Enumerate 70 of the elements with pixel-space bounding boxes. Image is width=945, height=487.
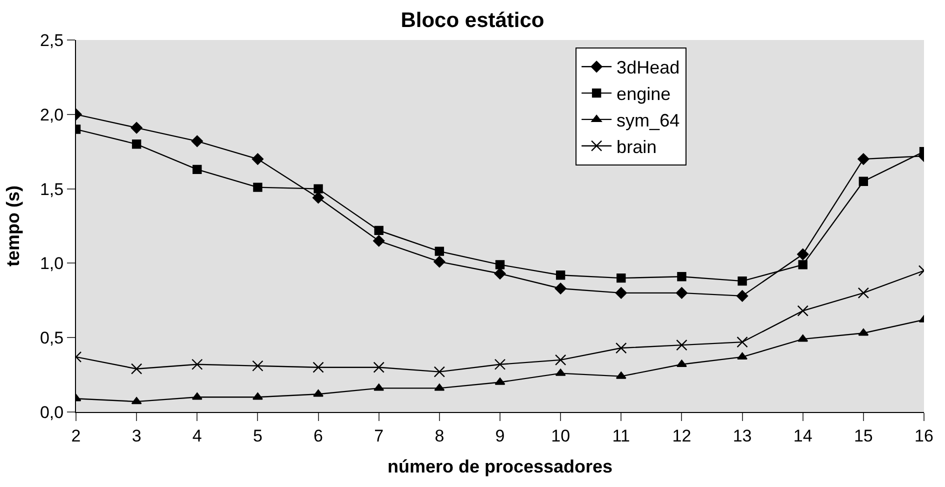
- point: [554, 354, 566, 366]
- y-tick-label: 2,5: [40, 30, 64, 50]
- point: [312, 192, 324, 204]
- point: [676, 339, 688, 351]
- point: [677, 272, 686, 282]
- y-tick-label: 1,5: [40, 180, 64, 199]
- point: [737, 352, 748, 360]
- point: [253, 182, 262, 192]
- point: [191, 135, 203, 147]
- legend-label: brain: [616, 136, 657, 157]
- y-tick-label: 1,0: [40, 254, 64, 274]
- point: [676, 287, 688, 299]
- x-tick-label: 4: [192, 426, 202, 446]
- point: [130, 363, 142, 374]
- point: [373, 362, 384, 373]
- point: [616, 273, 626, 283]
- point: [373, 235, 385, 247]
- x-tick-label: 3: [132, 426, 142, 446]
- x-tick-label: 12: [672, 426, 692, 446]
- point: [314, 184, 323, 194]
- x-tick-label: 7: [374, 426, 384, 446]
- point: [556, 270, 566, 280]
- point: [374, 226, 384, 236]
- point: [736, 290, 748, 302]
- point: [131, 396, 142, 404]
- point: [495, 260, 505, 270]
- point: [494, 268, 506, 280]
- x-tick-label: 9: [495, 426, 505, 446]
- point: [798, 334, 808, 342]
- point: [858, 176, 868, 186]
- point: [797, 248, 809, 260]
- point: [192, 164, 202, 174]
- x-tick-label: 11: [612, 426, 630, 446]
- legend-label: engine: [616, 84, 671, 104]
- point: [130, 122, 142, 134]
- legend-label: sym_64: [616, 110, 680, 130]
- point: [738, 276, 747, 286]
- point: [858, 287, 870, 299]
- x-tick-label: 2: [71, 426, 81, 446]
- legend-label: 3dHead: [616, 58, 680, 78]
- x-tick-label: 15: [854, 426, 873, 446]
- point: [616, 342, 627, 354]
- x-tick-label: 5: [252, 426, 262, 446]
- y-tick-label: 0,5: [40, 328, 64, 348]
- point: [494, 358, 506, 370]
- y-axis-title: tempo (s): [3, 185, 24, 266]
- chart-title: Bloco estático: [400, 8, 544, 32]
- x-tick-label: 10: [551, 426, 570, 446]
- point: [434, 366, 446, 378]
- point: [434, 256, 446, 268]
- x-tick-label: 6: [314, 426, 324, 446]
- y-tick-label: 2,0: [40, 105, 64, 124]
- point: [858, 153, 870, 165]
- y-tick-label: 0,0: [40, 402, 64, 422]
- point: [252, 153, 264, 165]
- x-tick-label: 14: [793, 426, 812, 446]
- point: [798, 260, 808, 270]
- x-axis-title: número de processadores: [387, 456, 613, 476]
- x-tick-label: 16: [914, 426, 934, 446]
- point: [192, 358, 203, 370]
- point: [797, 305, 808, 316]
- x-tick-label: 13: [732, 426, 752, 446]
- point: [252, 360, 264, 372]
- x-tick-label: 8: [434, 426, 444, 446]
- point: [312, 362, 324, 373]
- point: [554, 282, 566, 294]
- point: [434, 246, 444, 256]
- point: [615, 287, 627, 299]
- point: [736, 336, 748, 348]
- point: [132, 140, 142, 149]
